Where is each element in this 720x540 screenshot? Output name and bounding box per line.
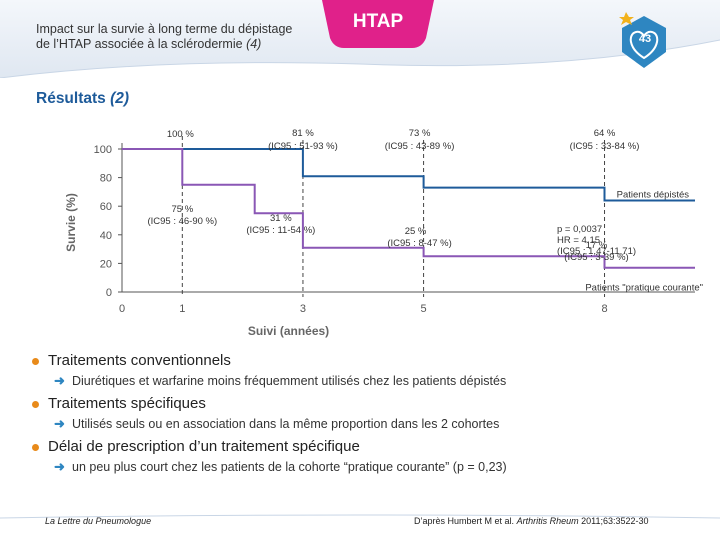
bullet-conventional: Traitements conventionnels: [32, 352, 692, 374]
x-tick-label: 0: [119, 303, 125, 315]
y-tick-label: 20: [100, 258, 112, 270]
series-label: Patients "pratique courante": [585, 283, 703, 294]
arrow-right-icon: ➜: [54, 416, 65, 431]
annotation-31-ci: (IC95 : 11-54 %): [246, 225, 315, 236]
annotation-75-value: 75 %: [171, 204, 193, 215]
x-tick-label: 8: [601, 303, 607, 315]
annotation-100: 100 %: [167, 129, 194, 140]
bullet-dot-icon: [32, 444, 39, 451]
y-tick-label: 40: [100, 230, 112, 242]
x-axis-title: Suivi (années): [248, 324, 329, 338]
bullet-sub-text: Utilisés seuls ou en association dans la…: [72, 417, 500, 431]
stats-hr-ci: (IC95 : 1,47-11,71): [557, 246, 636, 257]
bullet-sub: ➜ Utilisés seuls ou en association dans l…: [32, 416, 692, 438]
annotation-17-value: 17 %: [586, 240, 608, 251]
citation-ref: 2011;63:3522-30: [581, 516, 649, 526]
y-tick-label: 80: [100, 173, 112, 185]
footer-wave: [0, 514, 720, 519]
y-axis-title: Survie (%): [64, 193, 78, 252]
annotation-75-ci: (IC95 : 46-90 %): [147, 216, 217, 227]
annotation-64-ci: (IC95 : 33-84 %): [570, 141, 640, 152]
x-tick-label: 5: [421, 303, 427, 315]
annotation-17-ci: (IC95 : 3-39 %): [564, 252, 628, 263]
bullet-title: Traitements conventionnels: [48, 352, 231, 369]
footer-citation: D’après Humbert M et al. Arthritis Rheum…: [414, 516, 649, 526]
section-title: Résultats (2): [36, 90, 129, 108]
annotation-64-value: 64 %: [594, 128, 616, 139]
bullet-title: Délai de prescription d’un traitement sp…: [48, 438, 360, 455]
series-label: Patients dépistés: [617, 189, 690, 200]
slide-title: Impact sur la survie à long terme du dép…: [36, 22, 306, 52]
bullet-sub: ➜ un peu plus court chez les patients de …: [32, 459, 692, 481]
slide-title-line2: de l’HTAP associée à la sclérodermie: [36, 37, 243, 51]
y-tick-label: 0: [106, 287, 112, 299]
chart-axes: 0 20 40 60 80 100 0 1 3 5 8 Suivi (années) Survie (%…: [64, 143, 695, 338]
annotation-81-value: 81 %: [292, 128, 314, 139]
arrow-right-icon: ➜: [54, 373, 65, 388]
annotation-31-value: 31 %: [270, 213, 292, 224]
slide-number-heart-icon: [619, 12, 666, 68]
bullet-sub-text: un peu plus court chez les patients de l…: [72, 460, 507, 474]
arrow-right-icon: ➜: [54, 459, 65, 474]
section-title-text: Résultats: [36, 90, 106, 107]
x-tick-label: 1: [179, 303, 185, 315]
x-tick-label: 3: [300, 303, 306, 315]
annotation-73-value: 73 %: [409, 128, 431, 139]
y-tick-label: 60: [100, 201, 112, 213]
bullet-delay: Délai de prescription d’un traitement sp…: [32, 438, 692, 460]
htap-badge: [322, 0, 434, 48]
bullet-title: Traitements spécifiques: [48, 395, 206, 412]
slide-title-ref: (4): [246, 37, 262, 51]
bullet-sub: ➜ Diurétiques et warfarine moins fréquemm…: [32, 373, 692, 395]
bullet-specific: Traitements spécifiques: [32, 395, 692, 417]
stats-p-value: p = 0,0037: [557, 224, 602, 235]
annotation-25-value: 25 %: [405, 226, 427, 237]
y-tick-label: 100: [94, 144, 112, 156]
stats-hr: HR = 4,15: [557, 235, 600, 246]
annotation-25-ci: (IC95 : 8-47 %): [387, 238, 451, 249]
footer-journal-name: La Lettre du Pneumologue: [45, 516, 152, 526]
chart-lines: [122, 148, 695, 269]
bullet-sub-text: Diurétiques et warfarine moins fréquemme…: [72, 374, 507, 388]
findings-list: Traitements conventionnels ➜ Diurétiques …: [32, 352, 692, 481]
htap-badge-label: HTAP: [352, 11, 404, 32]
citation-authors: D’après Humbert M et al.: [414, 516, 515, 526]
series-line-screened: [122, 148, 695, 202]
section-title-ref: (2): [110, 90, 130, 107]
annotation-73-ci: (IC95 : 43-89 %): [385, 141, 455, 152]
slide-number: 43: [638, 33, 652, 45]
citation-journal: Arthritis Rheum: [516, 516, 579, 526]
chart-labels: Patients dépistés Patients "pratique cour…: [147, 128, 703, 294]
survival-chart: 0 20 40 60 80 100 0 1 3 5 8 Suivi (années) Survie (%…: [64, 128, 703, 338]
chart-guides: [181, 136, 606, 297]
series-line-routine: [122, 148, 695, 269]
slide-title-line1: Impact sur la survie à long terme du dép…: [36, 22, 293, 36]
bullet-dot-icon: [32, 358, 39, 365]
annotation-81-ci: (IC95 : 51-93 %): [268, 141, 338, 152]
bullet-dot-icon: [32, 401, 39, 408]
